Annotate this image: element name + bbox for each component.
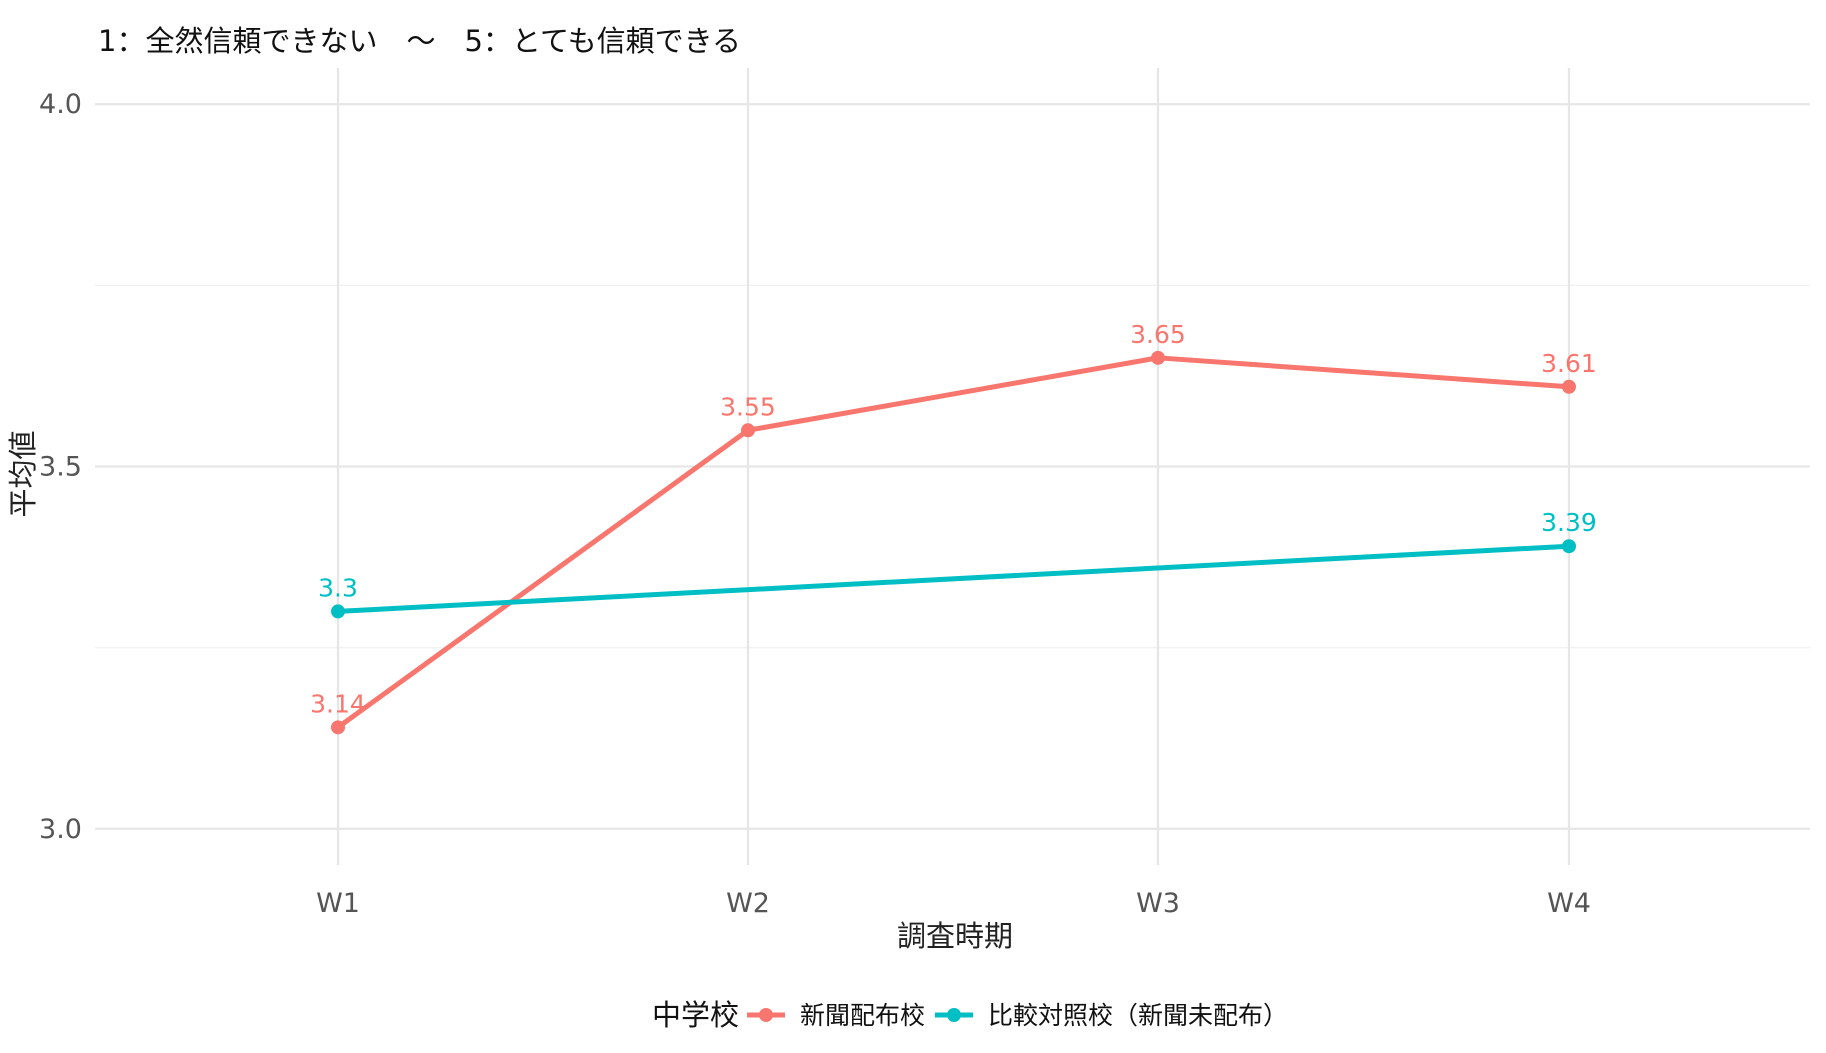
x-tick-label: W2 (726, 888, 770, 919)
legend-title: 中学校 (652, 998, 739, 1032)
series-line-2 (337, 543, 1570, 614)
legend-key-point (759, 1008, 773, 1022)
data-point (741, 423, 755, 438)
data-label: 3.55 (720, 392, 776, 421)
data-label: 3.39 (1541, 508, 1597, 537)
legend-key-point (947, 1008, 961, 1022)
data-label: 3.61 (1541, 349, 1597, 378)
y-tick-label: 4.0 (39, 89, 82, 120)
axis-layer: 1：全然信頼できない ～ 5：とても信頼できる 調査時期 平均値 3.0 3.5 4… (6, 24, 1591, 953)
x-tick-label: W3 (1136, 888, 1180, 919)
data-point (1151, 350, 1165, 365)
data-label: 3.14 (310, 689, 366, 718)
x-axis-title: 調査時期 (897, 919, 1013, 953)
legend: 中学校 新聞配布校 比較対照校（新聞未配布） (652, 998, 1288, 1032)
data-point (331, 604, 345, 619)
y-tick-label: 3.0 (39, 814, 82, 845)
data-point (331, 720, 345, 735)
series-layer (331, 350, 1576, 735)
legend-label: 比較対照校（新聞未配布） (988, 1001, 1288, 1030)
data-point (1562, 379, 1576, 394)
data-label: 3.3 (318, 573, 358, 602)
legend-label: 新聞配布校 (800, 1001, 925, 1030)
x-tick-label: W4 (1547, 888, 1591, 919)
chart-subtitle: 1：全然信頼できない ～ 5：とても信頼できる (98, 24, 741, 58)
data-label-layer: 3.14 3.55 3.65 3.61 3.3 3.39 (310, 320, 1597, 719)
series-line-1 (336, 355, 1570, 730)
y-tick-label: 3.5 (39, 452, 82, 483)
data-point (1562, 539, 1576, 554)
y-axis-title: 平均値 (6, 430, 40, 517)
x-tick-label: W1 (316, 888, 360, 919)
data-label: 3.65 (1130, 320, 1186, 349)
grid-layer (95, 68, 1810, 865)
